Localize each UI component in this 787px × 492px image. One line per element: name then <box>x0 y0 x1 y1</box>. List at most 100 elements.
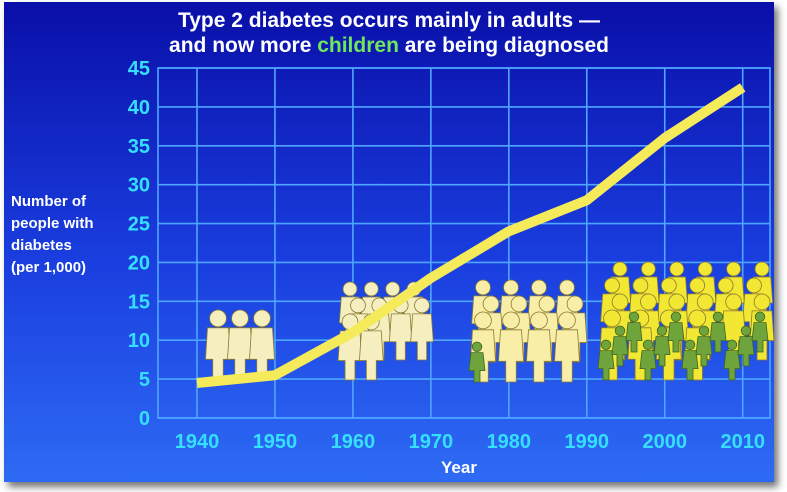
person-body <box>709 322 727 353</box>
x-tick-label: 1940 <box>175 431 220 453</box>
child-figure <box>751 311 769 353</box>
person-body <box>526 329 552 383</box>
child-figure <box>611 325 629 367</box>
person-head <box>385 281 401 297</box>
title-line-2: and now more children are being diagnose… <box>4 33 774 58</box>
person-head <box>746 277 762 294</box>
person-head <box>510 295 528 313</box>
person-head <box>253 309 271 328</box>
person-head <box>668 293 686 311</box>
y-tick-labels: 0 5 10 15 20 25 30 35 40 45 <box>128 58 150 430</box>
person-body <box>227 327 253 381</box>
person-body <box>468 352 486 383</box>
y-tick-label: 5 <box>139 369 150 391</box>
person-head <box>717 277 734 294</box>
series-line <box>196 83 746 388</box>
title-line-1: Type 2 diabetes occurs mainly in adults … <box>177 9 601 32</box>
y-label-line: (per 1,000) <box>11 259 87 276</box>
person-head <box>726 261 741 277</box>
person-head <box>414 297 430 314</box>
child-figure <box>667 311 685 353</box>
person-body <box>695 336 713 367</box>
person-head <box>538 295 556 313</box>
child-figure <box>737 325 755 367</box>
person-head <box>754 261 770 277</box>
title-highlight-children: children <box>317 34 399 57</box>
child-figure <box>468 341 486 383</box>
x-tick-label: 1950 <box>253 431 298 453</box>
person-head <box>604 277 620 294</box>
x-tick-label: 1970 <box>409 431 454 453</box>
person-head <box>689 277 706 294</box>
person-body <box>723 350 741 381</box>
child-figure <box>709 311 727 353</box>
person-head <box>502 311 520 330</box>
adult-figure <box>410 297 434 361</box>
person-head <box>559 279 575 296</box>
x-tick-label: 1990 <box>565 431 610 453</box>
child-figure <box>625 311 643 353</box>
x-tick-label: 1960 <box>331 431 376 453</box>
grid <box>157 67 771 419</box>
person-head <box>642 339 654 351</box>
person-head <box>342 281 358 297</box>
person-body <box>667 322 685 353</box>
person-body <box>388 313 413 361</box>
y-tick-label: 25 <box>128 214 150 236</box>
person-head <box>754 311 766 323</box>
person-body <box>205 327 231 381</box>
y-axis-label: Number of people with diabetes (per 1,00… <box>11 191 121 279</box>
y-tick-label: 30 <box>128 175 150 197</box>
person-body <box>597 350 615 381</box>
person-head <box>740 325 752 337</box>
person-head <box>531 279 547 296</box>
person-head <box>688 309 706 328</box>
person-body <box>625 322 643 353</box>
plot-frame <box>157 67 771 419</box>
person-body <box>410 313 434 361</box>
y-tick-label: 40 <box>128 97 150 119</box>
person-head <box>603 309 621 328</box>
person-head <box>641 261 656 277</box>
person-head <box>684 339 696 351</box>
person-head <box>726 339 738 351</box>
person-head <box>600 339 612 351</box>
y-tick-label: 20 <box>128 252 150 274</box>
person-body <box>751 322 769 353</box>
child-figure <box>597 339 615 381</box>
person-head <box>209 309 227 328</box>
y-tick-label: 0 <box>139 408 150 430</box>
y-tick-label: 10 <box>128 330 150 352</box>
person-head <box>471 341 483 353</box>
person-body <box>737 336 755 367</box>
person-body <box>639 350 657 381</box>
person-head <box>503 279 519 296</box>
person-head <box>566 295 584 313</box>
x-tick-labels: 1940 1950 1960 1970 1980 1990 2000 2010 <box>175 431 765 453</box>
x-tick-label: 2010 <box>720 431 765 453</box>
person-head <box>660 277 677 294</box>
child-figure <box>653 325 671 367</box>
person-head <box>640 293 657 311</box>
y-tick-label: 15 <box>128 291 150 313</box>
person-body <box>359 330 384 381</box>
y-tick-label: 45 <box>128 58 150 80</box>
title-line-2-end: are being diagnosed <box>398 34 609 57</box>
person-head <box>632 277 649 294</box>
person-body <box>498 329 524 383</box>
x-tick-label: 1980 <box>487 431 532 453</box>
person-head <box>725 293 742 311</box>
adult-figure <box>554 311 580 383</box>
child-figure <box>695 325 713 367</box>
person-head <box>350 297 366 314</box>
person-head <box>530 311 548 330</box>
person-head <box>612 261 628 277</box>
y-label-line: Number of <box>11 193 86 210</box>
people-groups <box>205 261 775 383</box>
person-head <box>363 281 379 297</box>
adult-figure <box>498 311 524 383</box>
y-label-line: diabetes <box>11 237 72 254</box>
adult-figure <box>526 311 552 383</box>
